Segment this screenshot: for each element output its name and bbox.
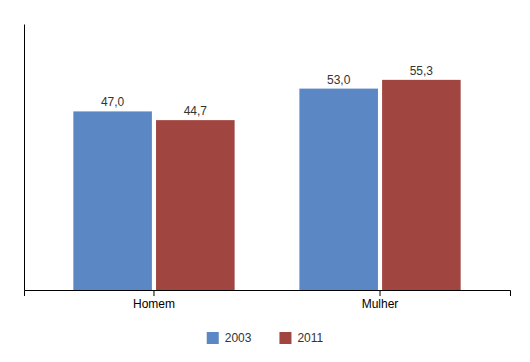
data-labels: 47,0 53,0 44,7 55,3 [101, 64, 433, 118]
legend-item: 2003 [207, 331, 252, 345]
chart-container: Homem Mulher 47,0 53,0 44,7 55,3 2003 2011 [0, 0, 530, 362]
bar [73, 111, 152, 290]
data-label: 47,0 [101, 95, 125, 109]
x-tick-mark [380, 290, 381, 296]
legend-swatch [279, 332, 291, 344]
data-label: 44,7 [184, 104, 208, 118]
x-tick: Homem [133, 290, 175, 311]
legend-label: 2011 [297, 331, 323, 345]
x-tick: Mulher [362, 290, 399, 311]
data-label: 53,0 [327, 73, 351, 87]
bar [156, 120, 235, 290]
y-axis-line [24, 25, 25, 291]
legend: 2003 2011 [207, 331, 324, 345]
x-tick-mark [153, 290, 154, 296]
x-tick-label: Homem [133, 297, 175, 311]
legend-item: 2011 [279, 331, 323, 345]
legend-swatch [207, 332, 219, 344]
bar [299, 89, 378, 290]
y-axis [24, 25, 25, 291]
x-tick-label: Mulher [362, 297, 399, 311]
plot-area: Homem Mulher 47,0 53,0 44,7 55,3 [25, 25, 511, 311]
data-label: 55,3 [410, 64, 434, 78]
chart-svg: Homem Mulher 47,0 53,0 44,7 55,3 2003 2011 [0, 0, 530, 362]
bar [382, 80, 461, 290]
x-axis: Homem Mulher [25, 290, 511, 311]
legend-label: 2003 [225, 331, 252, 345]
bars [73, 80, 460, 290]
x-axis-line [25, 291, 511, 297]
